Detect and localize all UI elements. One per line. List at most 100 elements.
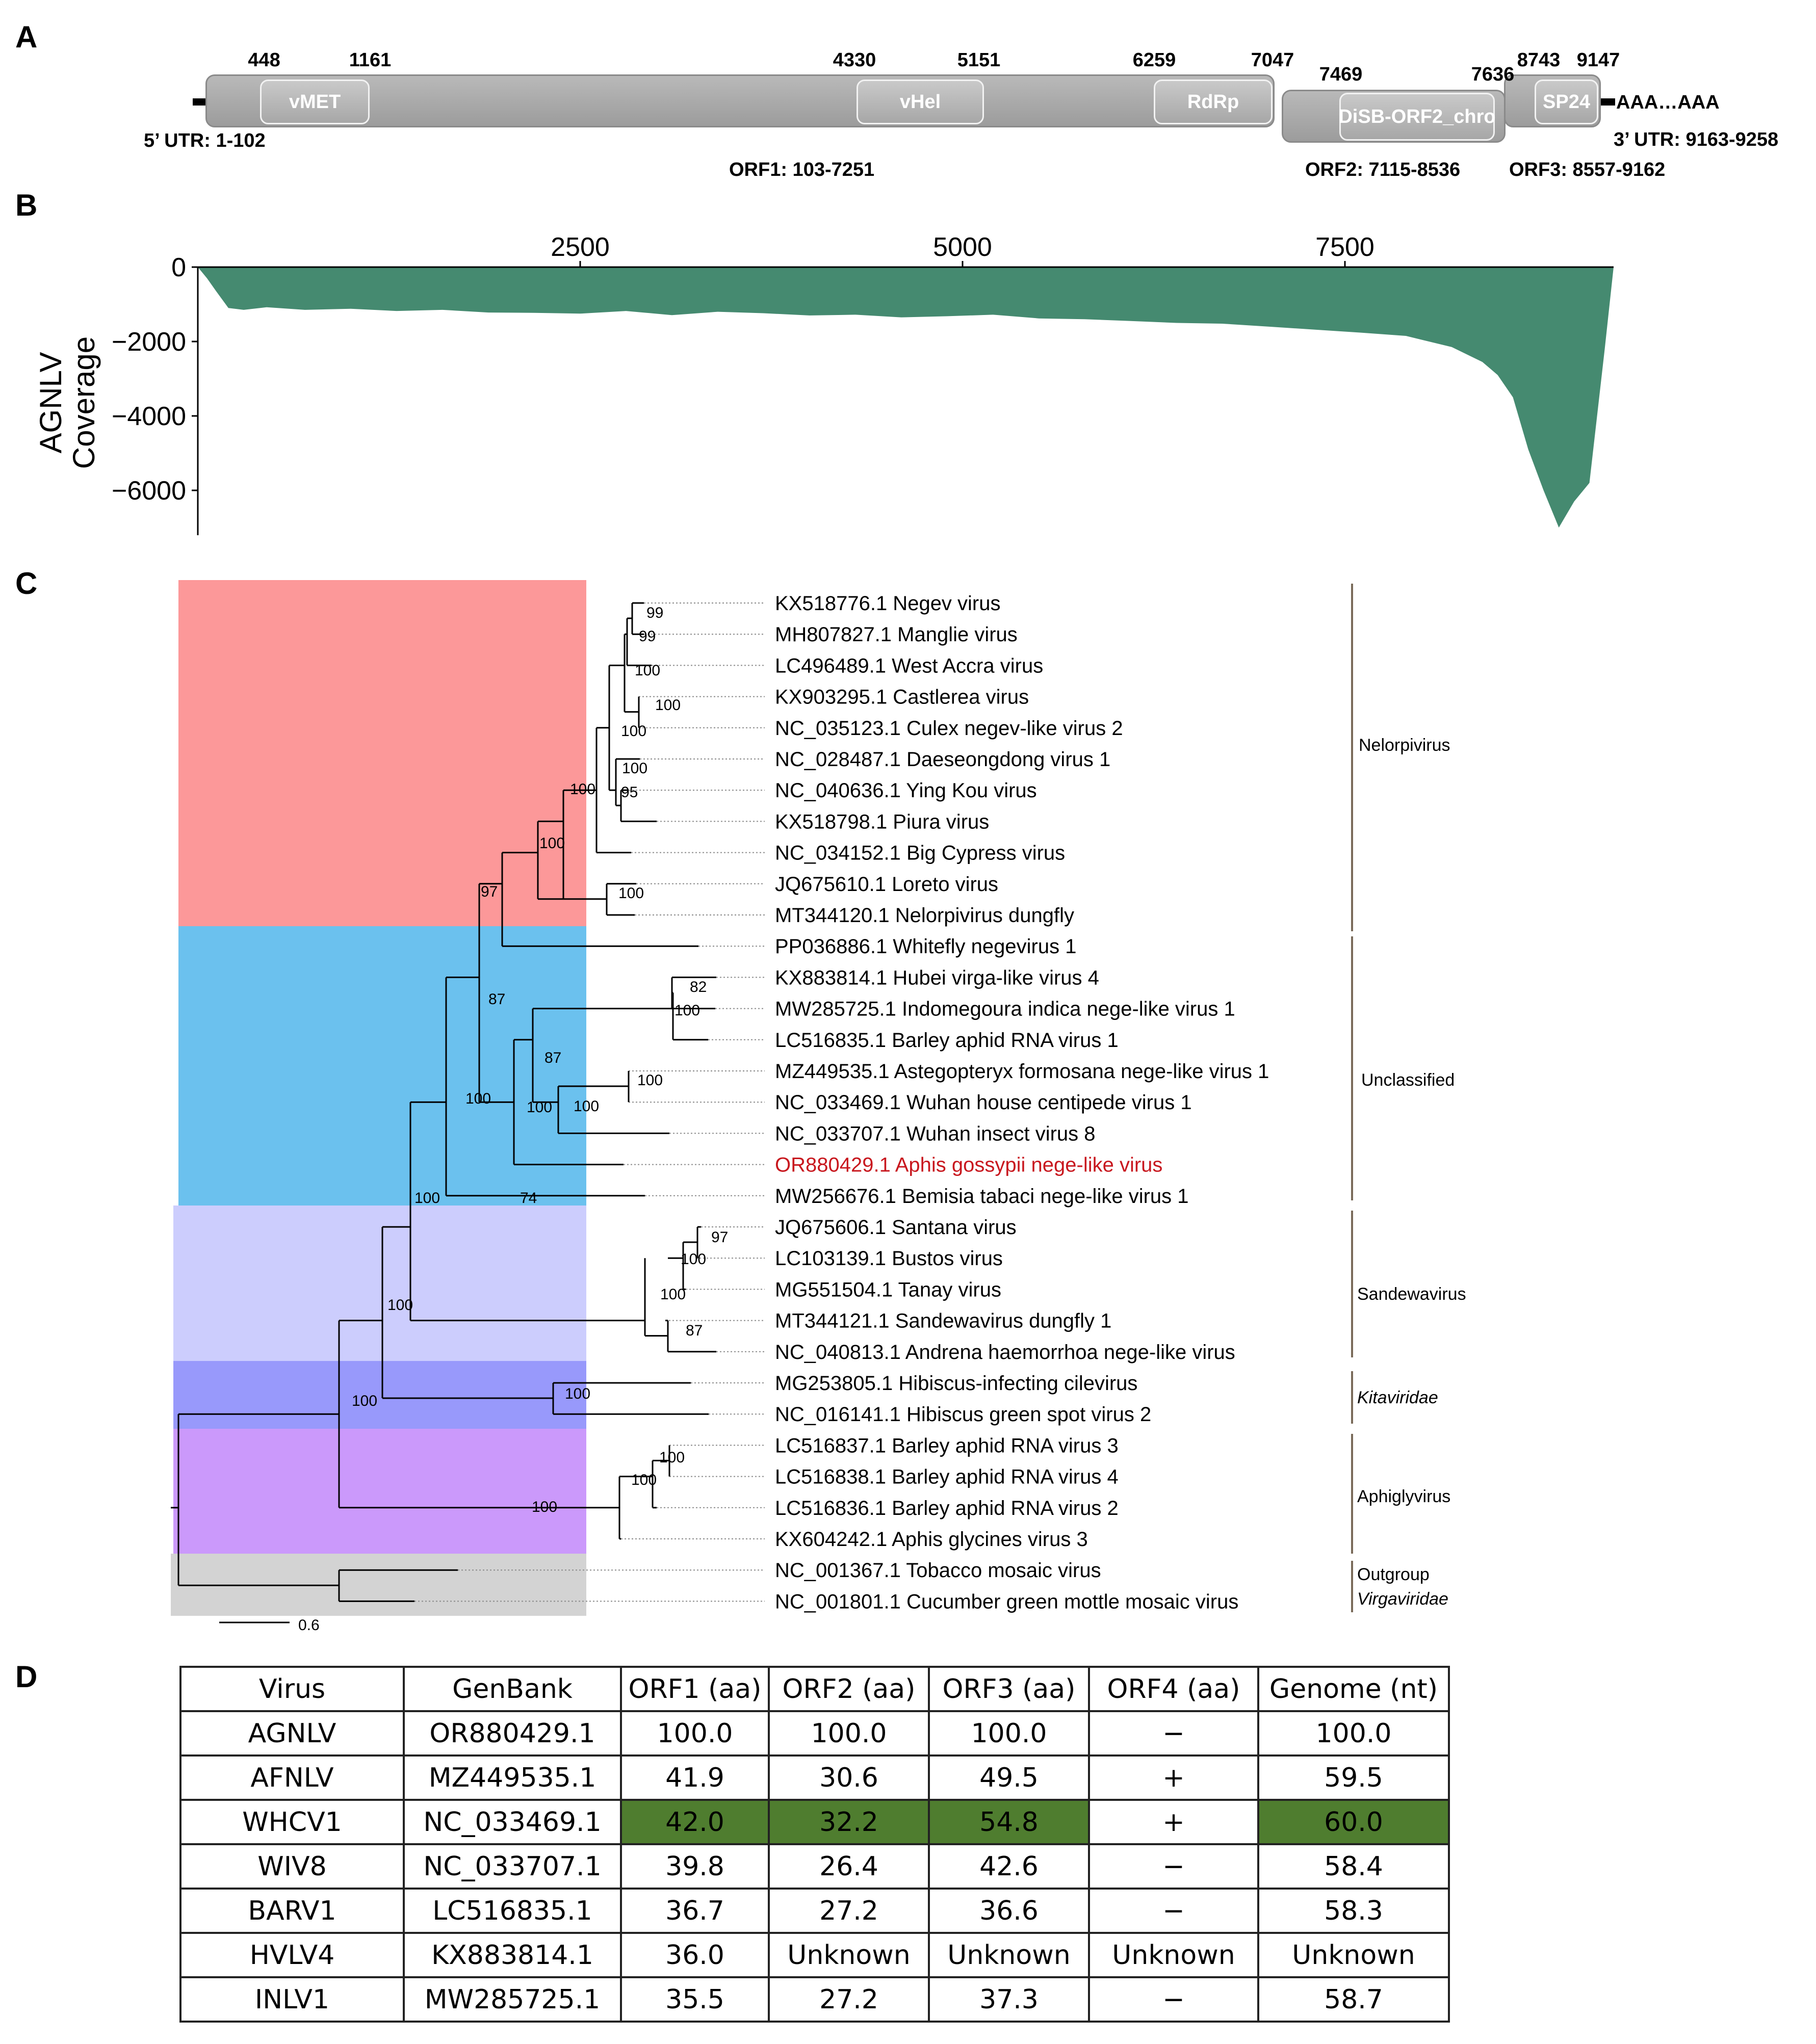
bootstrap-value: 100 bbox=[659, 1449, 685, 1466]
taxon-label: MZ449535.1 Astegopteryx formosana nege-l… bbox=[775, 1060, 1269, 1083]
orf2-label: ORF2: 7115-8536 bbox=[1305, 159, 1461, 180]
bootstrap-value: 100 bbox=[414, 1190, 440, 1207]
utr3-label: 3’ UTR: 9163-9258 bbox=[1614, 129, 1779, 150]
cell: LC516835.1 bbox=[403, 1888, 622, 1934]
cell: 58.3 bbox=[1257, 1888, 1450, 1934]
cell: MW285725.1 bbox=[403, 1976, 622, 2023]
group-label: Aphiglyvirus bbox=[1357, 1487, 1450, 1506]
position-8743: 8743 bbox=[1517, 49, 1561, 71]
position-7469: 7469 bbox=[1319, 64, 1363, 85]
cell: BARV1 bbox=[179, 1888, 405, 1934]
taxon-label: MG551504.1 Tanay virus bbox=[775, 1278, 1001, 1301]
cell: − bbox=[1088, 1710, 1259, 1757]
panel-label-a: A bbox=[15, 20, 38, 54]
cell: 26.4 bbox=[768, 1843, 930, 1890]
cell: KX883814.1 bbox=[403, 1932, 622, 1978]
group-label: Virgaviridae bbox=[1357, 1589, 1448, 1609]
bootstrap-value: 100 bbox=[539, 835, 565, 852]
cell: 35.5 bbox=[620, 1976, 770, 2023]
table-row: WIV8 NC_033707.1 39.8 26.4 42.6 − 58.4 bbox=[179, 1843, 1450, 1890]
cell: 30.6 bbox=[768, 1754, 930, 1801]
group-label: Unclassified bbox=[1361, 1070, 1455, 1090]
cell: Unknown bbox=[928, 1932, 1090, 1978]
table-row: INLV1 MW285725.1 35.5 27.2 37.3 − 58.7 bbox=[179, 1976, 1450, 2023]
cell: 27.2 bbox=[768, 1888, 930, 1934]
domain-rdrp: RdRp bbox=[1154, 80, 1273, 124]
cell: Unknown bbox=[768, 1932, 930, 1978]
cell: 58.4 bbox=[1257, 1843, 1450, 1890]
taxon-label: MW285725.1 Indomegoura indica nege-like … bbox=[775, 998, 1235, 1020]
taxon-label: KX518798.1 Piura virus bbox=[775, 810, 989, 833]
cell: 37.3 bbox=[928, 1976, 1090, 2023]
table-header-row: Virus GenBank ORF1 (aa) ORF2 (aa) ORF3 (… bbox=[179, 1666, 1450, 1712]
bootstrap-value: 95 bbox=[621, 784, 638, 801]
taxon-label: NC_028487.1 Daeseongdong virus 1 bbox=[775, 748, 1110, 771]
domain-vmet: vMET bbox=[260, 80, 370, 124]
position-7636: 7636 bbox=[1471, 64, 1515, 85]
bootstrap-value: 100 bbox=[527, 1099, 552, 1116]
cell: OR880429.1 bbox=[403, 1710, 622, 1757]
cell: 36.0 bbox=[620, 1932, 770, 1978]
bootstrap-value: 100 bbox=[618, 885, 644, 902]
bootstrap-value: 100 bbox=[465, 1090, 491, 1107]
position-7047: 7047 bbox=[1251, 49, 1294, 71]
bootstrap-value: 100 bbox=[570, 781, 595, 798]
table-row: BARV1 LC516835.1 36.7 27.2 36.6 − 58.3 bbox=[179, 1888, 1450, 1934]
polya-label: AAA…AAA bbox=[1616, 92, 1720, 113]
taxon-label: NC_033707.1 Wuhan insect virus 8 bbox=[775, 1122, 1096, 1145]
orf1-label: ORF1: 103-7251 bbox=[729, 159, 875, 180]
cell: 42.6 bbox=[928, 1843, 1090, 1890]
coverage-ylabel-line2: Coverage bbox=[67, 336, 101, 469]
panel-label-d: D bbox=[15, 1660, 38, 1694]
taxon-label: LC103139.1 Bustos virus bbox=[775, 1247, 1003, 1270]
cell: 41.9 bbox=[620, 1754, 770, 1801]
cell: NC_033469.1 bbox=[403, 1799, 622, 1845]
bootstrap-value: 97 bbox=[711, 1229, 728, 1246]
taxon-label: JQ675610.1 Loreto virus bbox=[775, 873, 998, 896]
position-6259: 6259 bbox=[1132, 49, 1176, 71]
cell: 39.8 bbox=[620, 1843, 770, 1890]
cell-highlighted: 54.8 bbox=[928, 1799, 1090, 1845]
cell: NC_033707.1 bbox=[403, 1843, 622, 1890]
coverage-ylabel-line1: AGNLV bbox=[34, 352, 68, 454]
taxon-label: MH807827.1 Manglie virus bbox=[775, 623, 1018, 646]
orf3-label: ORF3: 8557-9162 bbox=[1509, 159, 1666, 180]
taxon-label: NC_001801.1 Cucumber green mottle mosaic… bbox=[775, 1590, 1238, 1613]
group-label: Sandewavirus bbox=[1357, 1285, 1466, 1304]
panel-label-c: C bbox=[15, 566, 38, 600]
utr3-line bbox=[1601, 98, 1615, 106]
cell: INLV1 bbox=[179, 1976, 405, 2023]
group-background bbox=[173, 1429, 586, 1554]
cell-highlighted: 60.0 bbox=[1257, 1799, 1450, 1845]
taxon-label: NC_016141.1 Hibiscus green spot virus 2 bbox=[775, 1403, 1151, 1426]
group-label: Kitaviridae bbox=[1357, 1388, 1438, 1407]
taxon-label: KX903295.1 Castlerea virus bbox=[775, 686, 1029, 709]
identity-table: Virus GenBank ORF1 (aa) ORF2 (aa) ORF3 (… bbox=[179, 1666, 1450, 2023]
bootstrap-value: 99 bbox=[639, 628, 656, 645]
group-background bbox=[178, 926, 586, 1206]
table-row-highlighted: WHCV1 NC_033469.1 42.0 32.2 54.8 + 60.0 bbox=[179, 1799, 1450, 1845]
group-background bbox=[173, 1361, 586, 1429]
cell: WHCV1 bbox=[179, 1799, 405, 1845]
cell: Unknown bbox=[1088, 1932, 1259, 1978]
taxon-label: PP036886.1 Whitefly negevirus 1 bbox=[775, 935, 1076, 958]
taxon-label: OR880429.1 Aphis gossypii nege-like viru… bbox=[775, 1154, 1162, 1176]
cell-highlighted: 32.2 bbox=[768, 1799, 930, 1845]
taxon-label: NC_001367.1 Tobacco mosaic virus bbox=[775, 1559, 1101, 1582]
taxon-label: KX604242.1 Aphis glycines virus 3 bbox=[775, 1528, 1088, 1551]
bootstrap-value: 100 bbox=[635, 662, 660, 679]
cell: 100.0 bbox=[928, 1710, 1090, 1757]
bootstrap-value: 100 bbox=[532, 1499, 557, 1515]
cell: 27.2 bbox=[768, 1976, 930, 2023]
cell: + bbox=[1088, 1799, 1259, 1845]
bootstrap-value: 100 bbox=[622, 760, 647, 777]
bootstrap-value: 100 bbox=[621, 723, 646, 740]
group-background bbox=[173, 1206, 586, 1361]
taxon-label: NC_035123.1 Culex negev-like virus 2 bbox=[775, 717, 1123, 740]
utr5-line bbox=[193, 98, 207, 106]
bootstrap-value: 82 bbox=[690, 979, 707, 995]
taxon-label: LC516835.1 Barley aphid RNA virus 1 bbox=[775, 1029, 1119, 1052]
cell: 49.5 bbox=[928, 1754, 1090, 1801]
